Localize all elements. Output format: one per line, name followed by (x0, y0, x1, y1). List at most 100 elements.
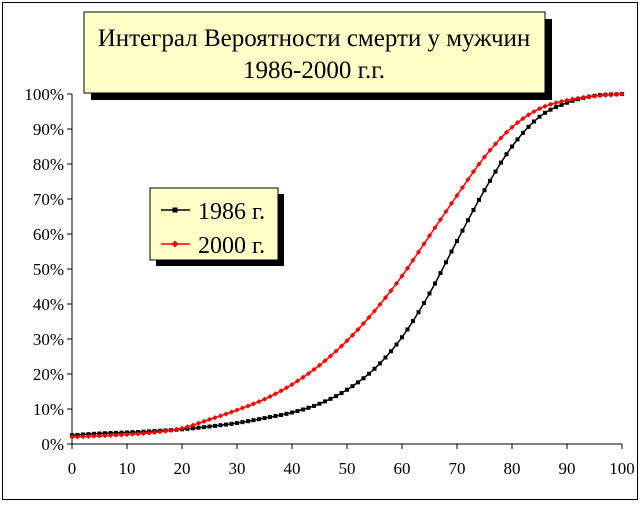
data-point-2000 (179, 425, 185, 431)
data-point-1986 (339, 391, 344, 396)
data-point-2000 (371, 308, 378, 314)
data-point-1986 (279, 413, 283, 418)
data-point-1986 (488, 178, 492, 183)
data-point-2000 (338, 343, 345, 349)
data-point-2000 (250, 401, 257, 407)
data-point-2000 (190, 422, 196, 428)
data-point-1986 (207, 424, 212, 429)
data-point-2000 (261, 396, 268, 402)
data-point-1986 (521, 130, 525, 135)
title-box: Интеграл Вероятности смерти у мужчин 198… (83, 11, 552, 100)
data-point-2000 (520, 115, 526, 122)
data-point-2000 (393, 280, 400, 287)
data-point-1986 (455, 239, 459, 243)
data-point-2000 (344, 338, 350, 344)
data-point-1986 (301, 407, 305, 412)
data-point-2000 (349, 332, 356, 338)
data-point-1986 (427, 291, 432, 296)
data-point-2000 (388, 288, 394, 294)
data-point-1986 (400, 335, 404, 340)
data-point-2000 (217, 413, 224, 419)
data-point-2000 (514, 120, 521, 126)
data-point-2000 (536, 106, 543, 112)
data-point-1986 (499, 160, 503, 165)
data-point-1986 (251, 418, 256, 423)
data-point-2000 (558, 98, 565, 105)
data-point-2000 (206, 416, 213, 423)
data-point-2000 (569, 96, 576, 102)
data-point-1986 (559, 102, 564, 107)
y-tick-label: 30% (33, 330, 64, 349)
data-point-2000 (487, 147, 493, 153)
data-point-2000 (124, 431, 130, 438)
data-point-2000 (602, 92, 609, 98)
data-point-2000 (586, 94, 592, 100)
data-point-1986 (312, 403, 316, 408)
data-point-1986 (257, 417, 261, 422)
data-point-1986 (554, 105, 558, 110)
y-tick-label: 10% (33, 400, 64, 419)
data-point-2000 (360, 320, 367, 327)
data-point-2000 (443, 208, 449, 215)
data-point-2000 (201, 418, 207, 424)
data-point-2000 (531, 108, 537, 115)
data-point-2000 (184, 424, 191, 430)
data-point-1986 (323, 399, 327, 404)
data-point-2000 (613, 91, 620, 97)
data-point-1986 (372, 366, 377, 371)
data-point-1986 (537, 114, 542, 119)
data-point-2000 (503, 129, 510, 135)
data-point-1986 (405, 327, 410, 332)
data-point-1986 (218, 423, 223, 428)
y-tick-label: 50% (33, 260, 64, 279)
data-point-2000 (547, 101, 554, 108)
data-point-1986 (460, 228, 465, 233)
data-point-1986 (213, 423, 217, 428)
data-point-1986 (543, 110, 547, 115)
data-point-2000 (173, 426, 180, 433)
data-point-2000 (553, 100, 559, 106)
data-point-2000 (619, 91, 625, 97)
data-point-1986 (356, 380, 360, 385)
data-point-1986 (328, 396, 333, 401)
data-point-2000 (102, 433, 108, 439)
data-point-1986 (383, 355, 388, 360)
data-point-1986 (262, 416, 267, 421)
data-point-1986 (361, 376, 366, 381)
data-point-1986 (510, 144, 514, 149)
data-point-2000 (470, 169, 477, 175)
data-point-2000 (454, 192, 460, 199)
x-tick-label: 20 (174, 459, 191, 478)
data-point-1986 (504, 152, 509, 157)
data-point-2000 (107, 432, 114, 439)
data-point-1986 (235, 421, 239, 425)
data-point-2000 (322, 358, 328, 364)
data-point-2000 (327, 353, 334, 359)
x-tick-label: 100 (609, 459, 635, 478)
series-layer (69, 91, 625, 440)
data-point-2000 (294, 378, 301, 384)
data-point-1986 (378, 361, 382, 366)
data-point-2000 (404, 265, 411, 271)
y-tick-label: 40% (33, 295, 64, 314)
data-point-2000 (234, 407, 240, 413)
data-point-1986 (493, 169, 498, 174)
data-point-2000 (135, 431, 141, 437)
data-point-2000 (140, 430, 147, 437)
data-point-1986 (240, 420, 245, 425)
data-point-1986 (284, 411, 289, 416)
chart-title: Интеграл Вероятности смерти у мужчин (98, 25, 531, 52)
x-tick-label: 0 (68, 459, 77, 478)
data-point-1986 (306, 405, 311, 410)
data-point-1986 (350, 384, 355, 389)
data-point-2000 (195, 420, 202, 426)
data-point-2000 (305, 370, 312, 377)
data-point-2000 (91, 433, 97, 439)
y-tick-label: 80% (33, 155, 64, 174)
data-point-2000 (228, 409, 235, 415)
data-point-1986 (515, 137, 520, 142)
x-tick-label: 80 (504, 459, 521, 478)
data-point-1986 (532, 119, 536, 124)
x-tick-label: 90 (559, 459, 576, 478)
